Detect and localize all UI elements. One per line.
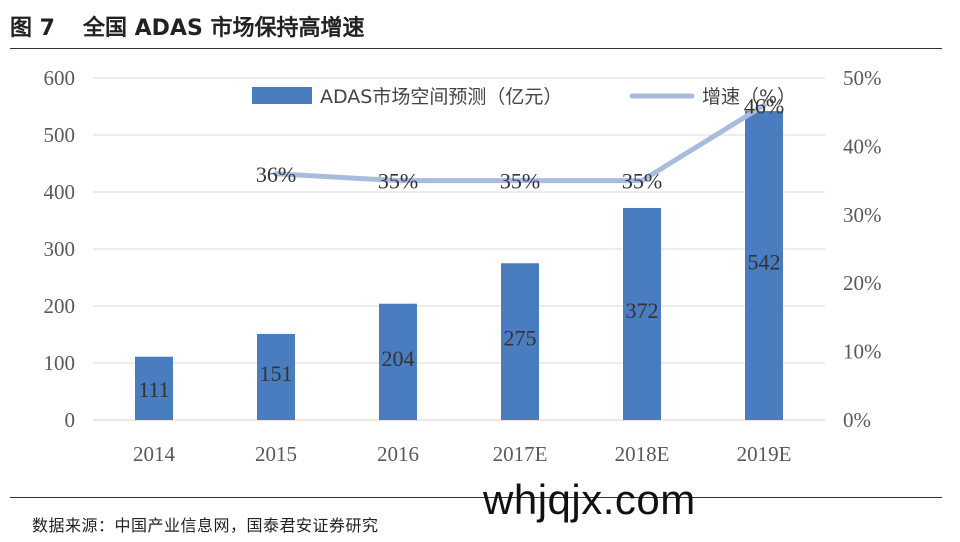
bar-data-label: 542 — [748, 250, 781, 275]
bar-data-label: 275 — [504, 326, 537, 351]
y-right-tick-label: 50% — [843, 66, 882, 90]
y-left-tick-label: 600 — [44, 66, 76, 90]
y-right-tick-label: 40% — [843, 134, 882, 158]
x-tick-label: 2014 — [133, 442, 176, 466]
x-tick-label: 2018E — [615, 442, 670, 466]
y-right-tick-label: 0% — [843, 408, 871, 432]
legend-line-label: 增速（%） — [702, 86, 796, 108]
y-right-tick-label: 30% — [843, 203, 882, 227]
y-left-tick-label: 500 — [44, 123, 76, 147]
bar — [135, 356, 173, 420]
line-data-label: 36% — [256, 162, 296, 187]
y-left-tick-label: 100 — [44, 351, 76, 375]
y-right-tick-label: 20% — [843, 271, 882, 295]
figure-title: 全国 ADAS 市场保持高增速 — [82, 16, 365, 41]
line-data-label: 35% — [500, 169, 540, 194]
legend-bar-swatch — [252, 87, 312, 104]
bar-data-label: 372 — [626, 298, 659, 323]
line-data-label: 46% — [744, 93, 784, 118]
bar — [745, 111, 783, 420]
x-tick-label: 2016 — [377, 442, 419, 466]
y-left-tick-label: 300 — [44, 237, 76, 261]
bar-data-label: 111 — [138, 377, 169, 402]
source-note: 数据来源：中国产业信息网，国泰君安证券研究 — [32, 516, 379, 535]
y-left-tick-label: 0 — [65, 408, 76, 432]
bar-data-label: 151 — [260, 361, 293, 386]
top-rule — [10, 48, 942, 49]
bar — [257, 333, 295, 420]
y-left-tick-label: 400 — [44, 180, 76, 204]
chart-area: 0 100 200 300 400 500 600 0% 10% 20% 30% 40% 50% 2014… — [44, 66, 882, 466]
bar — [379, 303, 417, 420]
x-tick-label: 2019E — [737, 442, 792, 466]
bar-data-label: 204 — [382, 346, 415, 371]
line-data-label: 35% — [378, 169, 418, 194]
x-tick-label: 2017E — [493, 442, 548, 466]
growth-line — [273, 102, 767, 184]
bar — [501, 263, 539, 420]
watermark-text: whjqjx.com — [483, 476, 696, 523]
bar — [623, 207, 661, 420]
figure-header: 图 7 全国 ADAS 市场保持高增速 — [10, 6, 364, 46]
x-tick-label: 2015 — [255, 442, 297, 466]
y-left-tick-label: 200 — [44, 294, 76, 318]
legend-bar-label: ADAS市场空间预测（亿元） — [320, 86, 562, 108]
line-data-label: 35% — [622, 169, 662, 194]
bottom-rule — [10, 497, 942, 498]
y-right-tick-label: 10% — [843, 340, 882, 364]
figure-label: 图 7 — [10, 16, 55, 41]
